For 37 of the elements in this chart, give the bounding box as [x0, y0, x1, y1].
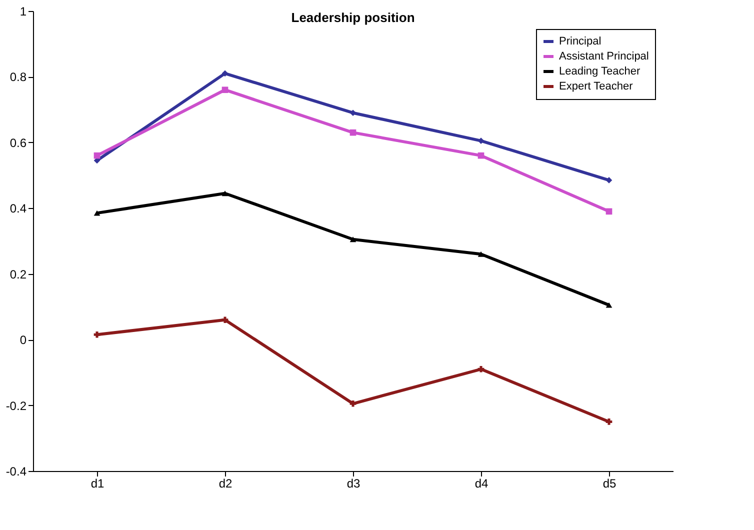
point [350, 236, 356, 242]
legend-label: Assistant Principal [559, 50, 649, 62]
point [94, 331, 100, 338]
x-tick-label: d5 [602, 476, 616, 490]
point [350, 400, 356, 407]
y-tick-label: 0.6 [10, 136, 27, 150]
legend-label: Leading Teacher [559, 66, 640, 78]
point [222, 86, 228, 94]
point [478, 366, 484, 372]
legend-label: Expert Teacher [559, 80, 634, 92]
x-tick-label: d1 [90, 476, 104, 490]
y-tick-label: 0.4 [10, 202, 27, 216]
x-tick-label: d4 [474, 476, 488, 490]
point [478, 138, 484, 144]
y-tick-label: -0.4 [6, 464, 27, 478]
point [606, 418, 612, 425]
point [606, 302, 612, 308]
y-tick-label: -0.2 [6, 398, 27, 413]
point [606, 177, 612, 184]
y-tick-label: 0.8 [10, 70, 27, 84]
y-tick-label: 0.2 [10, 267, 27, 282]
y-tick-label: 1 [20, 4, 27, 18]
point [222, 70, 228, 77]
point [350, 129, 356, 136]
point [478, 152, 484, 159]
x-tick-label: d2 [218, 476, 232, 490]
legend-label: Principal [559, 36, 602, 48]
chart-title: Leadership position [291, 10, 415, 25]
point [350, 110, 356, 116]
point [478, 251, 484, 257]
point [606, 208, 612, 215]
point [222, 316, 228, 324]
x-tick-label: d3 [346, 476, 360, 490]
point [94, 210, 100, 216]
y-tick-label: 0 [20, 333, 27, 348]
point [94, 152, 100, 159]
point [222, 190, 228, 196]
